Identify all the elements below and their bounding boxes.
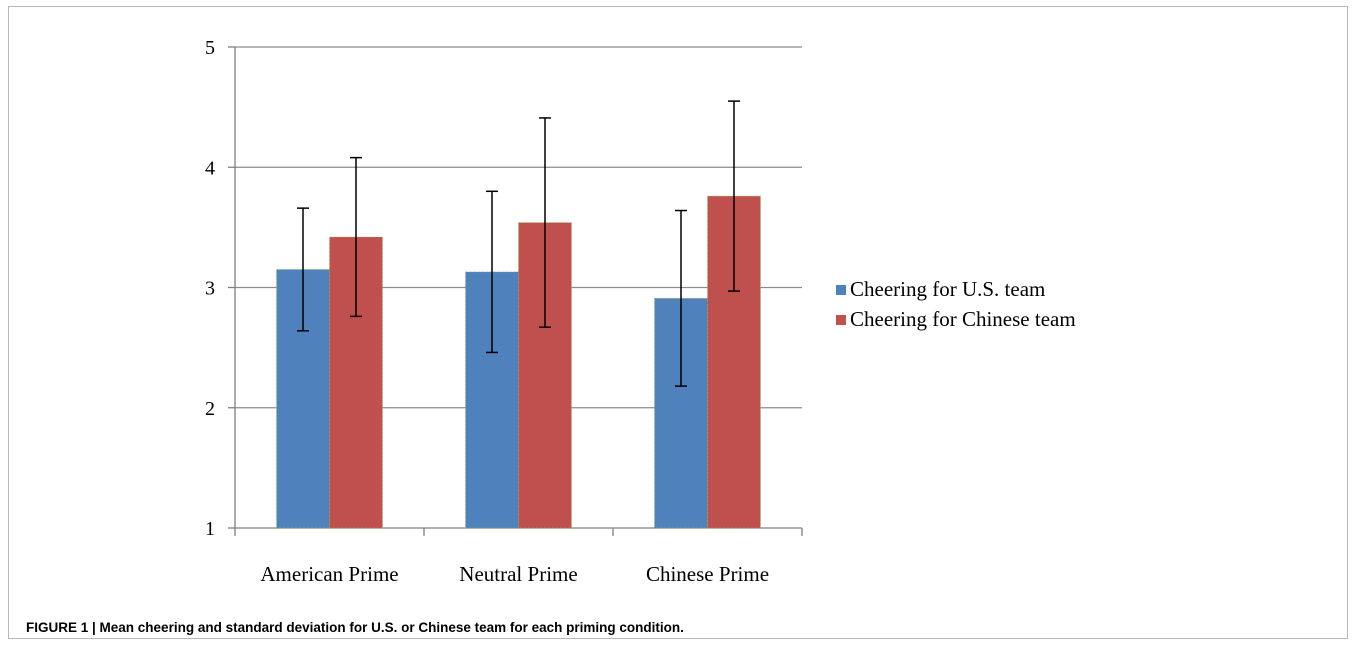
- x-category-label: American Prime: [260, 562, 398, 586]
- figure-caption: FIGURE 1 | Mean cheering and standard de…: [26, 620, 684, 635]
- figure-frame: 1 2 3 4 5 American Prime Neutral Prime Chinese …: [8, 6, 1348, 639]
- legend-swatch-chinese: [836, 315, 846, 325]
- y-tick-label: 1: [205, 518, 215, 540]
- axis-labels: 1 2 3 4 5 American Prime Neutral Prime Chinese …: [205, 37, 769, 586]
- y-tick-label: 2: [205, 398, 215, 420]
- legend: Cheering for U.S. team Cheering for Chine…: [836, 277, 1076, 331]
- y-tick-label: 4: [205, 157, 215, 179]
- legend-label: Cheering for U.S. team: [850, 277, 1045, 301]
- error-bars: [297, 100, 740, 387]
- legend-swatch-us: [836, 285, 846, 295]
- y-tick-label: 5: [205, 37, 215, 59]
- x-category-label: Chinese Prime: [646, 562, 769, 586]
- y-tick-label: 3: [205, 278, 215, 300]
- legend-label: Cheering for Chinese team: [850, 307, 1076, 331]
- x-category-label: Neutral Prime: [459, 562, 577, 586]
- bar-chart: 1 2 3 4 5 American Prime Neutral Prime Chinese …: [205, 37, 1076, 586]
- bars: [276, 195, 761, 529]
